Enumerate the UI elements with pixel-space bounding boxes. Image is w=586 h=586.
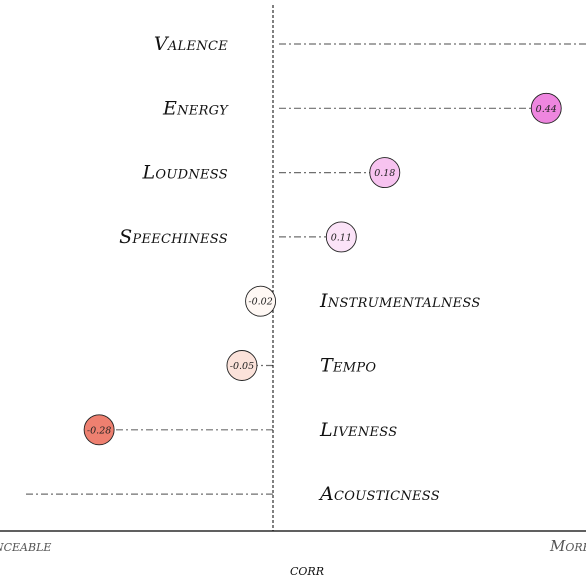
value-label-energy: 0.44 [536,104,557,115]
point-liveness [83,414,115,446]
category-label-speechiness: Speechiness [119,226,228,248]
value-label-instrumentalness: -0.02 [248,297,272,308]
category-label-valence: Valence [154,33,228,55]
x-axis-title: corr [290,560,324,579]
category-label-acousticness: Acousticness [318,483,440,505]
stems-layer [24,43,586,495]
value-label-speechiness: 0.11 [331,232,352,243]
point-energy [530,92,562,124]
category-label-loudness: Loudness [141,162,228,184]
point-speechiness [325,221,357,253]
x-axis-end-label-left: Danceable [0,537,51,555]
value-label-tempo: -0.05 [230,361,254,372]
category-labels-layer: Valence Energy Loudness Speechiness Instrume… [119,33,481,505]
category-label-energy: Energy [162,97,229,119]
x-axis-end-label-right: More [549,537,586,555]
value-label-loudness: 0.18 [374,168,395,179]
category-label-liveness: Liveness [319,419,397,441]
point-instrumentalness [245,285,277,317]
category-label-tempo: Tempo [320,355,376,377]
point-tempo [226,350,258,381]
category-label-instrumentalness: Instrumentalness [319,290,481,312]
dots-layer: 0.44 0.18 0.11 -0.02 -0.05 -0.28 [83,92,562,446]
value-label-liveness: -0.28 [87,425,111,436]
point-loudness [369,157,401,189]
